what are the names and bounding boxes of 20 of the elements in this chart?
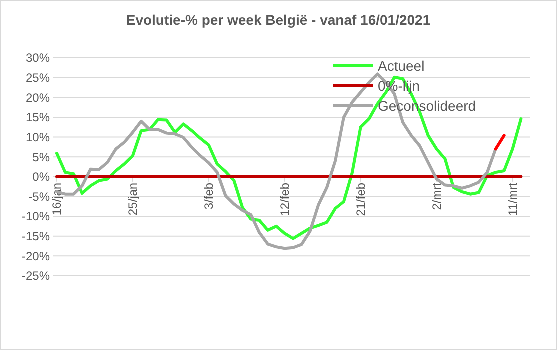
- y-tick-label: 15%: [26, 110, 50, 125]
- x-tick-label: 25/jan: [126, 182, 140, 216]
- x-tick-label: 12/feb: [278, 182, 292, 216]
- y-tick-label: 25%: [26, 71, 50, 86]
- x-tick-label: 3/feb: [202, 182, 216, 210]
- y-tick-label: -5%: [28, 190, 50, 204]
- legend-label: Actueel: [378, 58, 425, 74]
- y-tick-label: 5%: [32, 150, 50, 164]
- y-tick-label: 10%: [26, 130, 50, 144]
- y-tick-label: 20%: [26, 90, 50, 105]
- y-tick-label: -10%: [22, 210, 50, 224]
- y-tick-label: 0%: [32, 170, 50, 184]
- chart-title: Evolutie-% per week België - vanaf 16/01/2021: [126, 12, 431, 28]
- x-tick-label: 2/mrt: [430, 182, 444, 210]
- y-tick-label: 30%: [26, 51, 50, 66]
- y-tick-label: -20%: [22, 249, 50, 264]
- y-tick-label: -15%: [22, 230, 50, 244]
- x-tick-label: 11/mrt: [506, 182, 520, 216]
- y-tick-label: -25%: [22, 269, 50, 284]
- x-tick-label: 21/feb: [354, 182, 368, 216]
